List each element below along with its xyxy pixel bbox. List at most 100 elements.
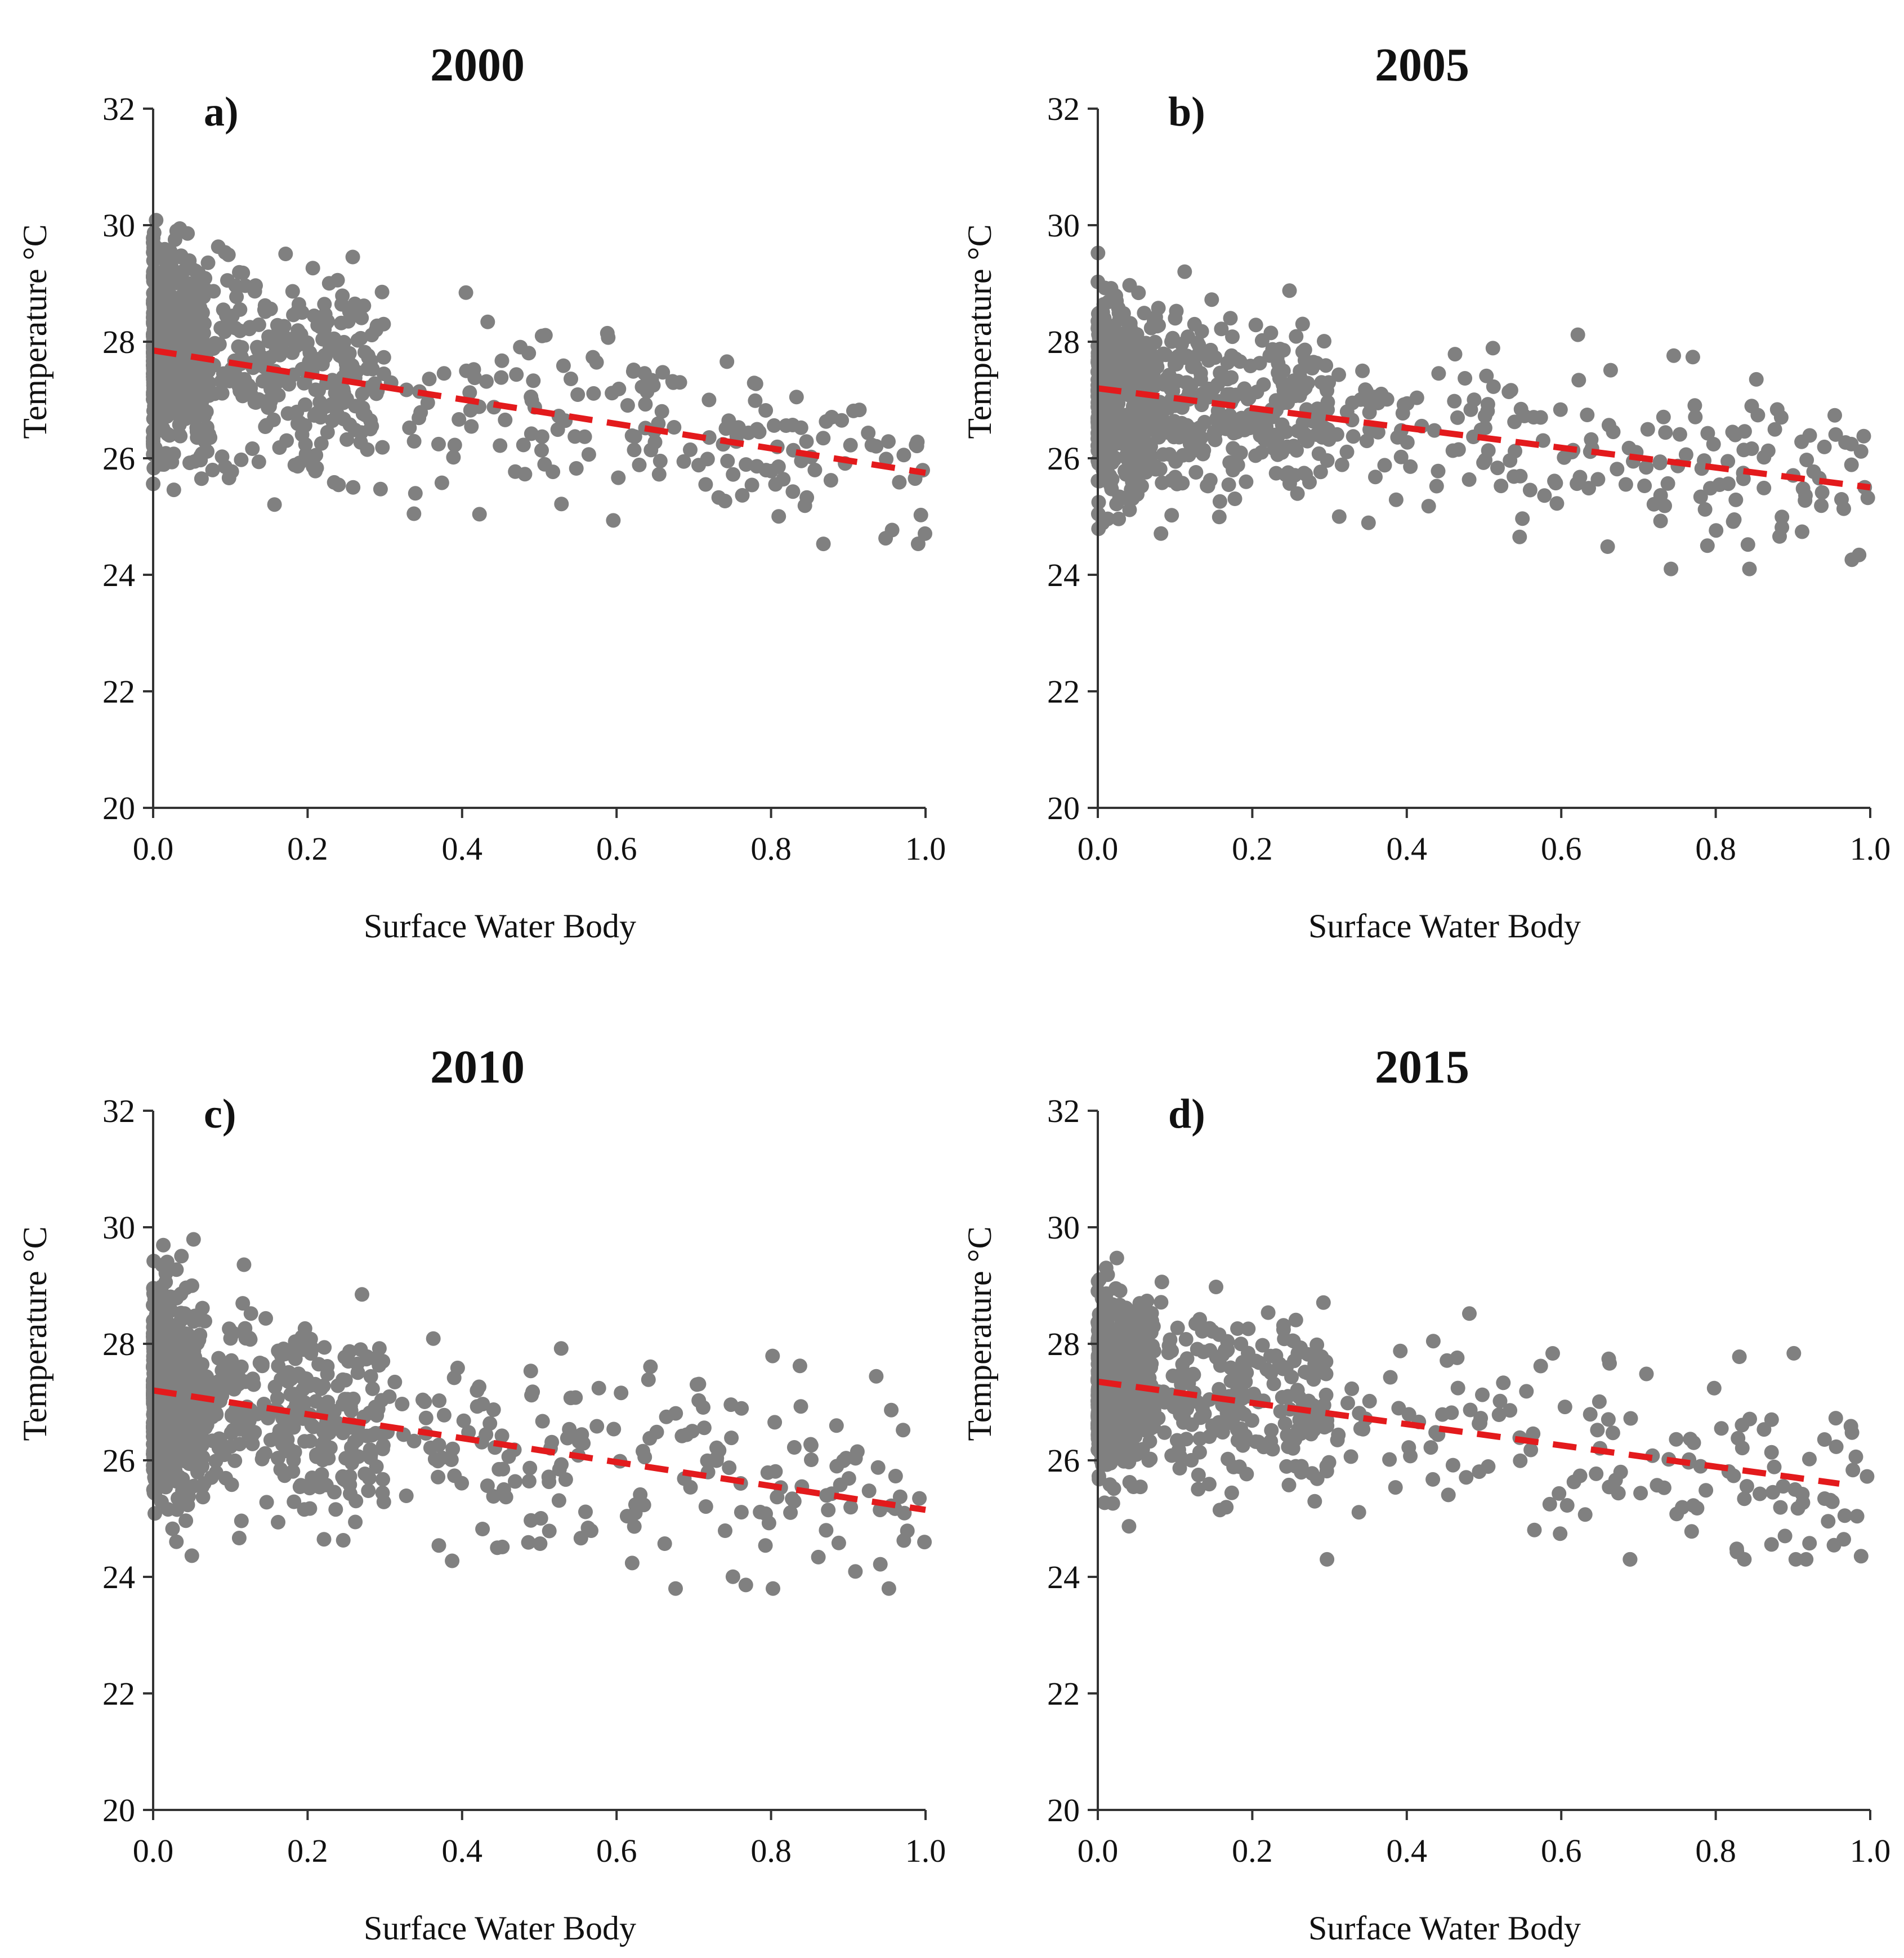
x-axis-label: Surface Water Body bbox=[1308, 908, 1581, 945]
scatter-point bbox=[169, 381, 184, 396]
scatter-point bbox=[418, 1410, 433, 1425]
x-tick-label: 0.6 bbox=[596, 1832, 637, 1869]
scatter-point bbox=[1154, 1295, 1169, 1310]
scatter-point bbox=[1097, 346, 1112, 361]
scatter-point bbox=[1168, 454, 1183, 469]
scatter-point bbox=[647, 435, 663, 450]
scatter-point bbox=[861, 1483, 877, 1499]
scatter-point bbox=[1462, 1306, 1477, 1321]
scatter-point bbox=[214, 386, 230, 401]
y-tick-label: 28 bbox=[102, 324, 135, 360]
x-tick-label: 0.4 bbox=[442, 1832, 483, 1869]
scatter-point bbox=[571, 1434, 587, 1449]
scatter-point bbox=[294, 427, 310, 442]
scatter-point bbox=[1130, 402, 1146, 417]
scatter-point bbox=[1164, 508, 1179, 523]
scatter-point bbox=[160, 1502, 176, 1517]
scatter-point bbox=[1736, 442, 1751, 458]
scatter-point bbox=[245, 441, 260, 456]
scatter-point bbox=[285, 1464, 301, 1479]
scatter-point bbox=[374, 1393, 389, 1408]
scatter-point bbox=[1230, 458, 1245, 473]
scatter-point bbox=[1143, 345, 1158, 360]
scatter-point bbox=[668, 1406, 683, 1421]
scatter-point bbox=[567, 429, 583, 444]
scatter-point bbox=[896, 448, 911, 463]
scatter-point bbox=[1515, 511, 1530, 526]
scatter-point bbox=[1491, 1407, 1507, 1422]
scatter-point bbox=[417, 1394, 432, 1409]
scatter-point bbox=[585, 350, 601, 365]
scatter-point bbox=[627, 429, 642, 444]
scatter-point bbox=[1606, 424, 1621, 440]
scatter-point bbox=[1802, 1451, 1817, 1467]
scatter-point bbox=[1212, 509, 1227, 525]
scatter-point bbox=[1264, 1423, 1279, 1438]
scatter-point bbox=[196, 325, 211, 341]
scatter-point bbox=[1844, 457, 1859, 472]
scatter-point bbox=[554, 1457, 569, 1472]
scatter-point bbox=[1263, 1434, 1279, 1449]
scatter-point bbox=[174, 250, 189, 265]
scatter-point bbox=[363, 1446, 378, 1461]
scatter-point bbox=[794, 453, 809, 468]
scatter-point bbox=[191, 1461, 207, 1476]
scatter-point bbox=[1261, 1305, 1276, 1320]
scatter-point bbox=[422, 372, 437, 387]
scatter-point bbox=[376, 1472, 390, 1487]
scatter-point bbox=[235, 265, 251, 280]
scatter-point bbox=[761, 1516, 776, 1531]
scatter-point bbox=[722, 1460, 737, 1476]
scatter-point bbox=[1097, 1306, 1112, 1321]
scatter-point bbox=[1293, 364, 1308, 379]
scatter-point bbox=[1756, 480, 1772, 495]
y-tick-label: 28 bbox=[1047, 1326, 1080, 1362]
scatter-point bbox=[1250, 416, 1266, 431]
scatter-point bbox=[1836, 501, 1851, 516]
scatter-point bbox=[1204, 292, 1219, 307]
scatter-point bbox=[1201, 1477, 1217, 1492]
scatter-point bbox=[1234, 410, 1249, 426]
y-tick-label: 24 bbox=[102, 1559, 135, 1595]
scatter-point bbox=[333, 382, 348, 397]
scatter-point bbox=[214, 449, 230, 464]
scatter-point bbox=[1787, 1482, 1803, 1497]
scatter-point bbox=[1155, 475, 1170, 490]
scatter-point bbox=[336, 1472, 351, 1487]
scatter-point bbox=[343, 1403, 359, 1418]
scatter-point bbox=[1203, 343, 1218, 357]
scatter-point bbox=[1177, 264, 1192, 279]
scatter-point bbox=[709, 1440, 724, 1455]
y-tick-label: 24 bbox=[1047, 1559, 1080, 1595]
scatter-point bbox=[1145, 1313, 1159, 1329]
scatter-point bbox=[767, 418, 781, 433]
x-tick-label: 0.2 bbox=[287, 830, 328, 867]
scatter-point bbox=[1212, 494, 1227, 509]
scatter-point bbox=[475, 1397, 490, 1412]
scatter-point bbox=[1093, 1445, 1108, 1460]
scatter-point bbox=[223, 1439, 238, 1454]
scatter-point bbox=[254, 1358, 270, 1374]
scatter-point bbox=[1178, 1332, 1194, 1347]
scatter-point bbox=[154, 294, 169, 309]
scatter-point bbox=[1393, 449, 1409, 464]
scatter-point bbox=[1175, 1357, 1190, 1372]
scatter-point bbox=[1421, 499, 1436, 514]
scatter-point bbox=[387, 1374, 403, 1389]
scatter-point bbox=[1205, 1324, 1220, 1339]
scatter-point bbox=[554, 497, 569, 512]
scatter-point bbox=[836, 1453, 851, 1468]
scatter-point bbox=[748, 376, 763, 391]
scatter-point bbox=[1580, 408, 1595, 422]
scatter-point bbox=[290, 323, 306, 338]
scatter-point bbox=[360, 1349, 375, 1364]
scatter-point bbox=[493, 438, 508, 453]
scatter-point bbox=[1753, 1486, 1767, 1501]
scatter-point bbox=[1589, 1466, 1604, 1481]
scatter-point bbox=[526, 373, 541, 388]
scatter-point bbox=[166, 482, 181, 498]
scatter-point bbox=[873, 1557, 888, 1572]
scatter-point bbox=[158, 307, 173, 321]
scatter-point bbox=[785, 1491, 800, 1507]
scatter-point bbox=[1118, 1401, 1133, 1416]
